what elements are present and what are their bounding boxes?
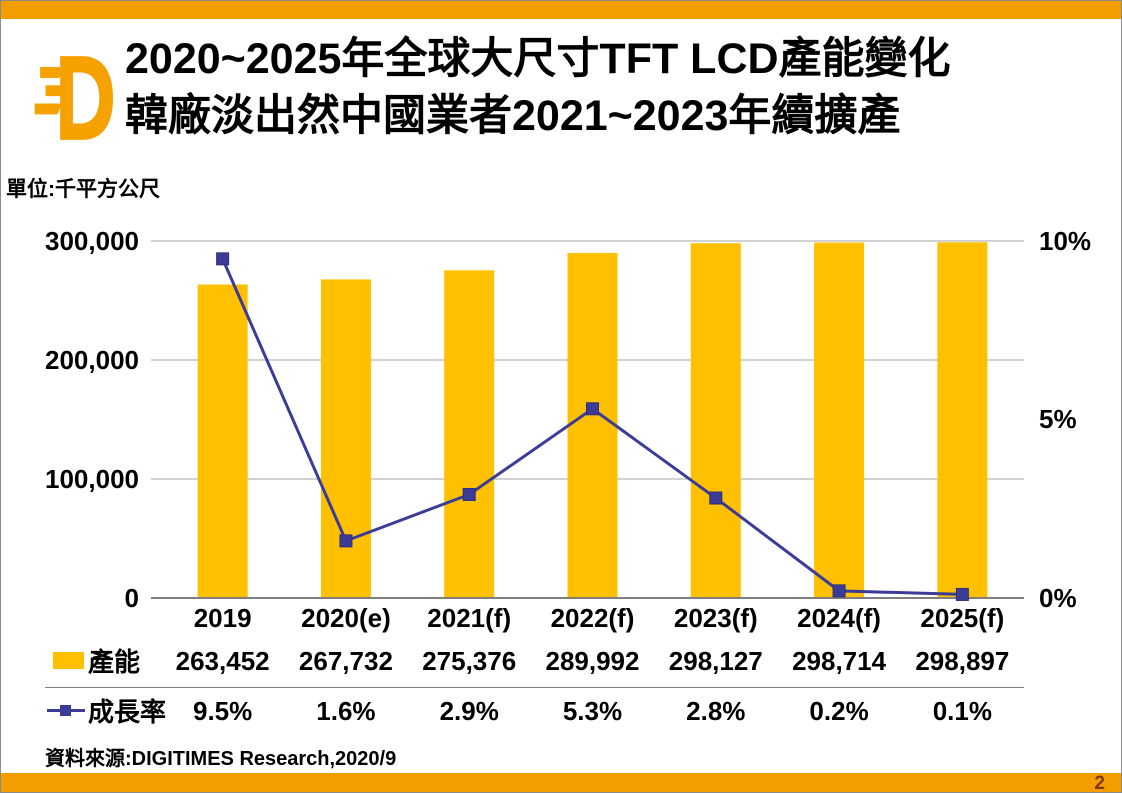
left-axis-tick-100000: 100,000	[45, 464, 139, 494]
top-accent-bar	[1, 1, 1121, 19]
unit-label: 單位:千平方公尺	[6, 178, 160, 201]
capacity-value: 275,376	[422, 646, 517, 676]
year-label: 2024(f)	[797, 603, 881, 633]
capacity-legend-swatch-icon	[53, 652, 84, 669]
capacity-bar	[567, 252, 618, 598]
title-line-1: 2020~2025年全球大尺寸TFT LCD產能變化	[125, 35, 951, 83]
right-axis-tick-10pct: 10%	[1039, 226, 1092, 256]
left-axis-tick-300000: 300,000	[45, 226, 139, 256]
digitimes-d-logo-icon	[34, 56, 113, 140]
capacity-value: 298,714	[792, 646, 887, 676]
growth-marker	[462, 487, 476, 501]
capacity-bar	[197, 284, 248, 598]
capacity-bar	[814, 242, 865, 598]
title-line-2: 韓廠淡出然中國業者2021~2023年續擴產	[125, 92, 901, 140]
capacity-bar	[444, 270, 495, 598]
year-label: 2022(f)	[550, 603, 635, 633]
left-axis-tick-0: 0	[124, 583, 139, 613]
source-note: 資料來源:DIGITIMES Research,2020/9	[45, 748, 397, 770]
right-axis-tick-0pct: 0%	[1039, 583, 1077, 613]
capacity-bar	[937, 242, 988, 599]
year-label: 2019	[193, 603, 252, 633]
table-separator-line	[45, 687, 1024, 688]
left-axis-tick-200000: 200,000	[45, 345, 139, 375]
growth-value: 5.3%	[562, 696, 623, 726]
growth-value: 2.8%	[686, 696, 746, 726]
bottom-accent-bar	[1, 773, 1121, 792]
growth-value: 0.2%	[809, 696, 869, 726]
capacity-bar	[690, 243, 741, 598]
year-label: 2025(f)	[920, 603, 1005, 633]
growth-legend-label: 成長率	[88, 697, 167, 727]
capacity-value: 263,452	[175, 646, 270, 676]
capacity-value: 298,897	[915, 646, 1010, 676]
year-label: 2021(f)	[427, 603, 512, 633]
page-number: 2	[1094, 773, 1105, 793]
growth-marker	[216, 252, 230, 266]
growth-value: 1.6%	[316, 696, 376, 726]
growth-value: 2.9%	[439, 696, 499, 726]
right-axis-tick-5pct: 5%	[1039, 404, 1077, 434]
capacity-value: 289,992	[545, 646, 640, 676]
capacity-bar	[320, 279, 371, 598]
capacity-value: 267,732	[298, 646, 393, 676]
year-label: 2020(e)	[301, 603, 391, 633]
growth-value: 0.1%	[932, 696, 992, 726]
growth-marker	[832, 584, 846, 598]
capacity-value: 298,127	[668, 646, 763, 676]
growth-legend-line-marker-icon	[47, 703, 85, 719]
growth-value: 9.5%	[193, 696, 253, 726]
growth-marker	[709, 491, 723, 505]
growth-marker	[955, 587, 969, 601]
growth-marker	[586, 402, 599, 416]
year-label: 2023(f)	[673, 603, 758, 633]
slide-title: 2020~2025年全球大尺寸TFT LCD產能變化 韓廠淡出然中國業者2021…	[125, 31, 951, 145]
growth-marker	[339, 534, 353, 548]
capacity-legend-label: 產能	[88, 647, 141, 677]
